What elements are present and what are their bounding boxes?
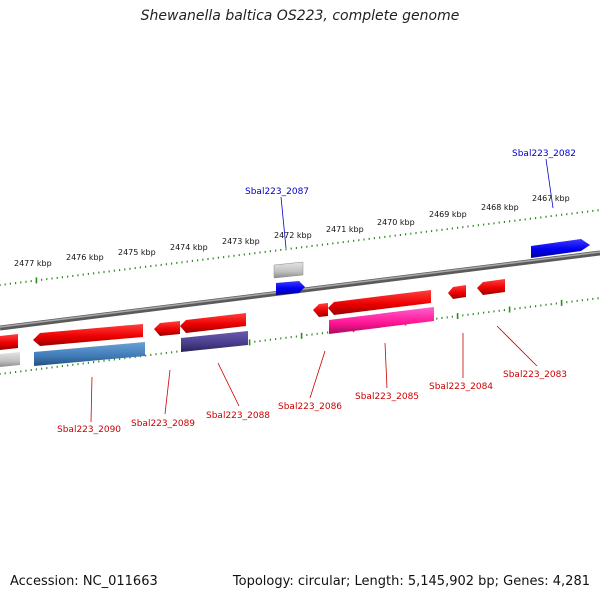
connector-sbal223-2089 (164, 369, 171, 415)
reverse-genes (0, 279, 505, 367)
gene-label-sbal223-2088[interactable]: Sbal223_2088 (206, 411, 270, 421)
accession-text: Accession: NC_011663 (10, 574, 158, 589)
scale-label: 2476 kbp (66, 253, 104, 262)
connector-sbal223-2086 (309, 350, 326, 399)
scale-label: 2469 kbp (429, 210, 467, 219)
gene-sbal223-2088[interactable] (180, 313, 246, 333)
scale-label: 2467 kbp (532, 194, 570, 203)
gene-red-left-edge[interactable] (0, 334, 18, 350)
feature-steelblue[interactable] (34, 342, 145, 366)
gene-sbal223-2085[interactable] (328, 290, 431, 315)
connector-sbal223-2090 (90, 376, 93, 423)
scale-track-upper (0, 209, 599, 286)
connector-sbal223-2082 (545, 158, 554, 209)
gene-label-sbal223-2085[interactable]: Sbal223_2085 (355, 392, 419, 402)
gene-label-sbal223-2089[interactable]: Sbal223_2089 (131, 419, 195, 429)
gene-sbal223-2082[interactable] (531, 239, 590, 258)
scale-labels: 2477 kbp 2476 kbp 2475 kbp 2474 kbp 2473… (14, 194, 570, 268)
gene-label-sbal223-2083[interactable]: Sbal223_2083 (503, 370, 567, 380)
gene-grey-lower-edge[interactable] (0, 352, 20, 367)
gene-label-sbal223-2082[interactable]: Sbal223_2082 (512, 149, 576, 159)
scale-label: 2474 kbp (170, 243, 208, 252)
gene-sbal223-2084[interactable] (448, 285, 466, 299)
genome-summary-text: Topology: circular; Length: 5,145,902 bp… (232, 574, 590, 589)
scale-label: 2471 kbp (326, 225, 364, 234)
genome-title: Shewanella baltica OS223, complete genom… (140, 8, 460, 24)
gene-sbal223-2083[interactable] (477, 279, 505, 295)
scale-label: 2472 kbp (274, 231, 312, 240)
gene-labels: Sbal223_2087 Sbal223_2082 Sbal223_2090 S… (57, 149, 576, 435)
gene-label-sbal223-2090[interactable]: Sbal223_2090 (57, 425, 121, 435)
connector-sbal223-2083 (496, 325, 538, 367)
label-connectors (90, 158, 554, 423)
connector-sbal223-2088 (217, 362, 240, 407)
scale-label: 2473 kbp (222, 237, 260, 246)
forward-genes (273, 239, 590, 295)
connector-sbal223-2087 (280, 196, 287, 249)
scale-label: 2477 kbp (14, 259, 52, 268)
gene-grey-upper[interactable] (273, 261, 304, 279)
gene-label-sbal223-2086[interactable]: Sbal223_2086 (278, 402, 342, 412)
gene-label-sbal223-2087[interactable]: Sbal223_2087 (245, 187, 309, 197)
gene-sbal223-2089[interactable] (154, 321, 180, 336)
gene-sbal223-2086[interactable] (313, 303, 328, 317)
scale-label: 2468 kbp (481, 203, 519, 212)
scale-label: 2470 kbp (377, 218, 415, 227)
feature-pink[interactable] (329, 307, 434, 334)
gene-label-sbal223-2084[interactable]: Sbal223_2084 (429, 382, 493, 392)
feature-purple[interactable] (181, 331, 248, 352)
gene-sbal223-2090[interactable] (33, 324, 143, 346)
gene-sbal223-2087[interactable] (276, 281, 305, 295)
connector-sbal223-2085 (384, 342, 388, 389)
scale-label: 2475 kbp (118, 248, 156, 257)
